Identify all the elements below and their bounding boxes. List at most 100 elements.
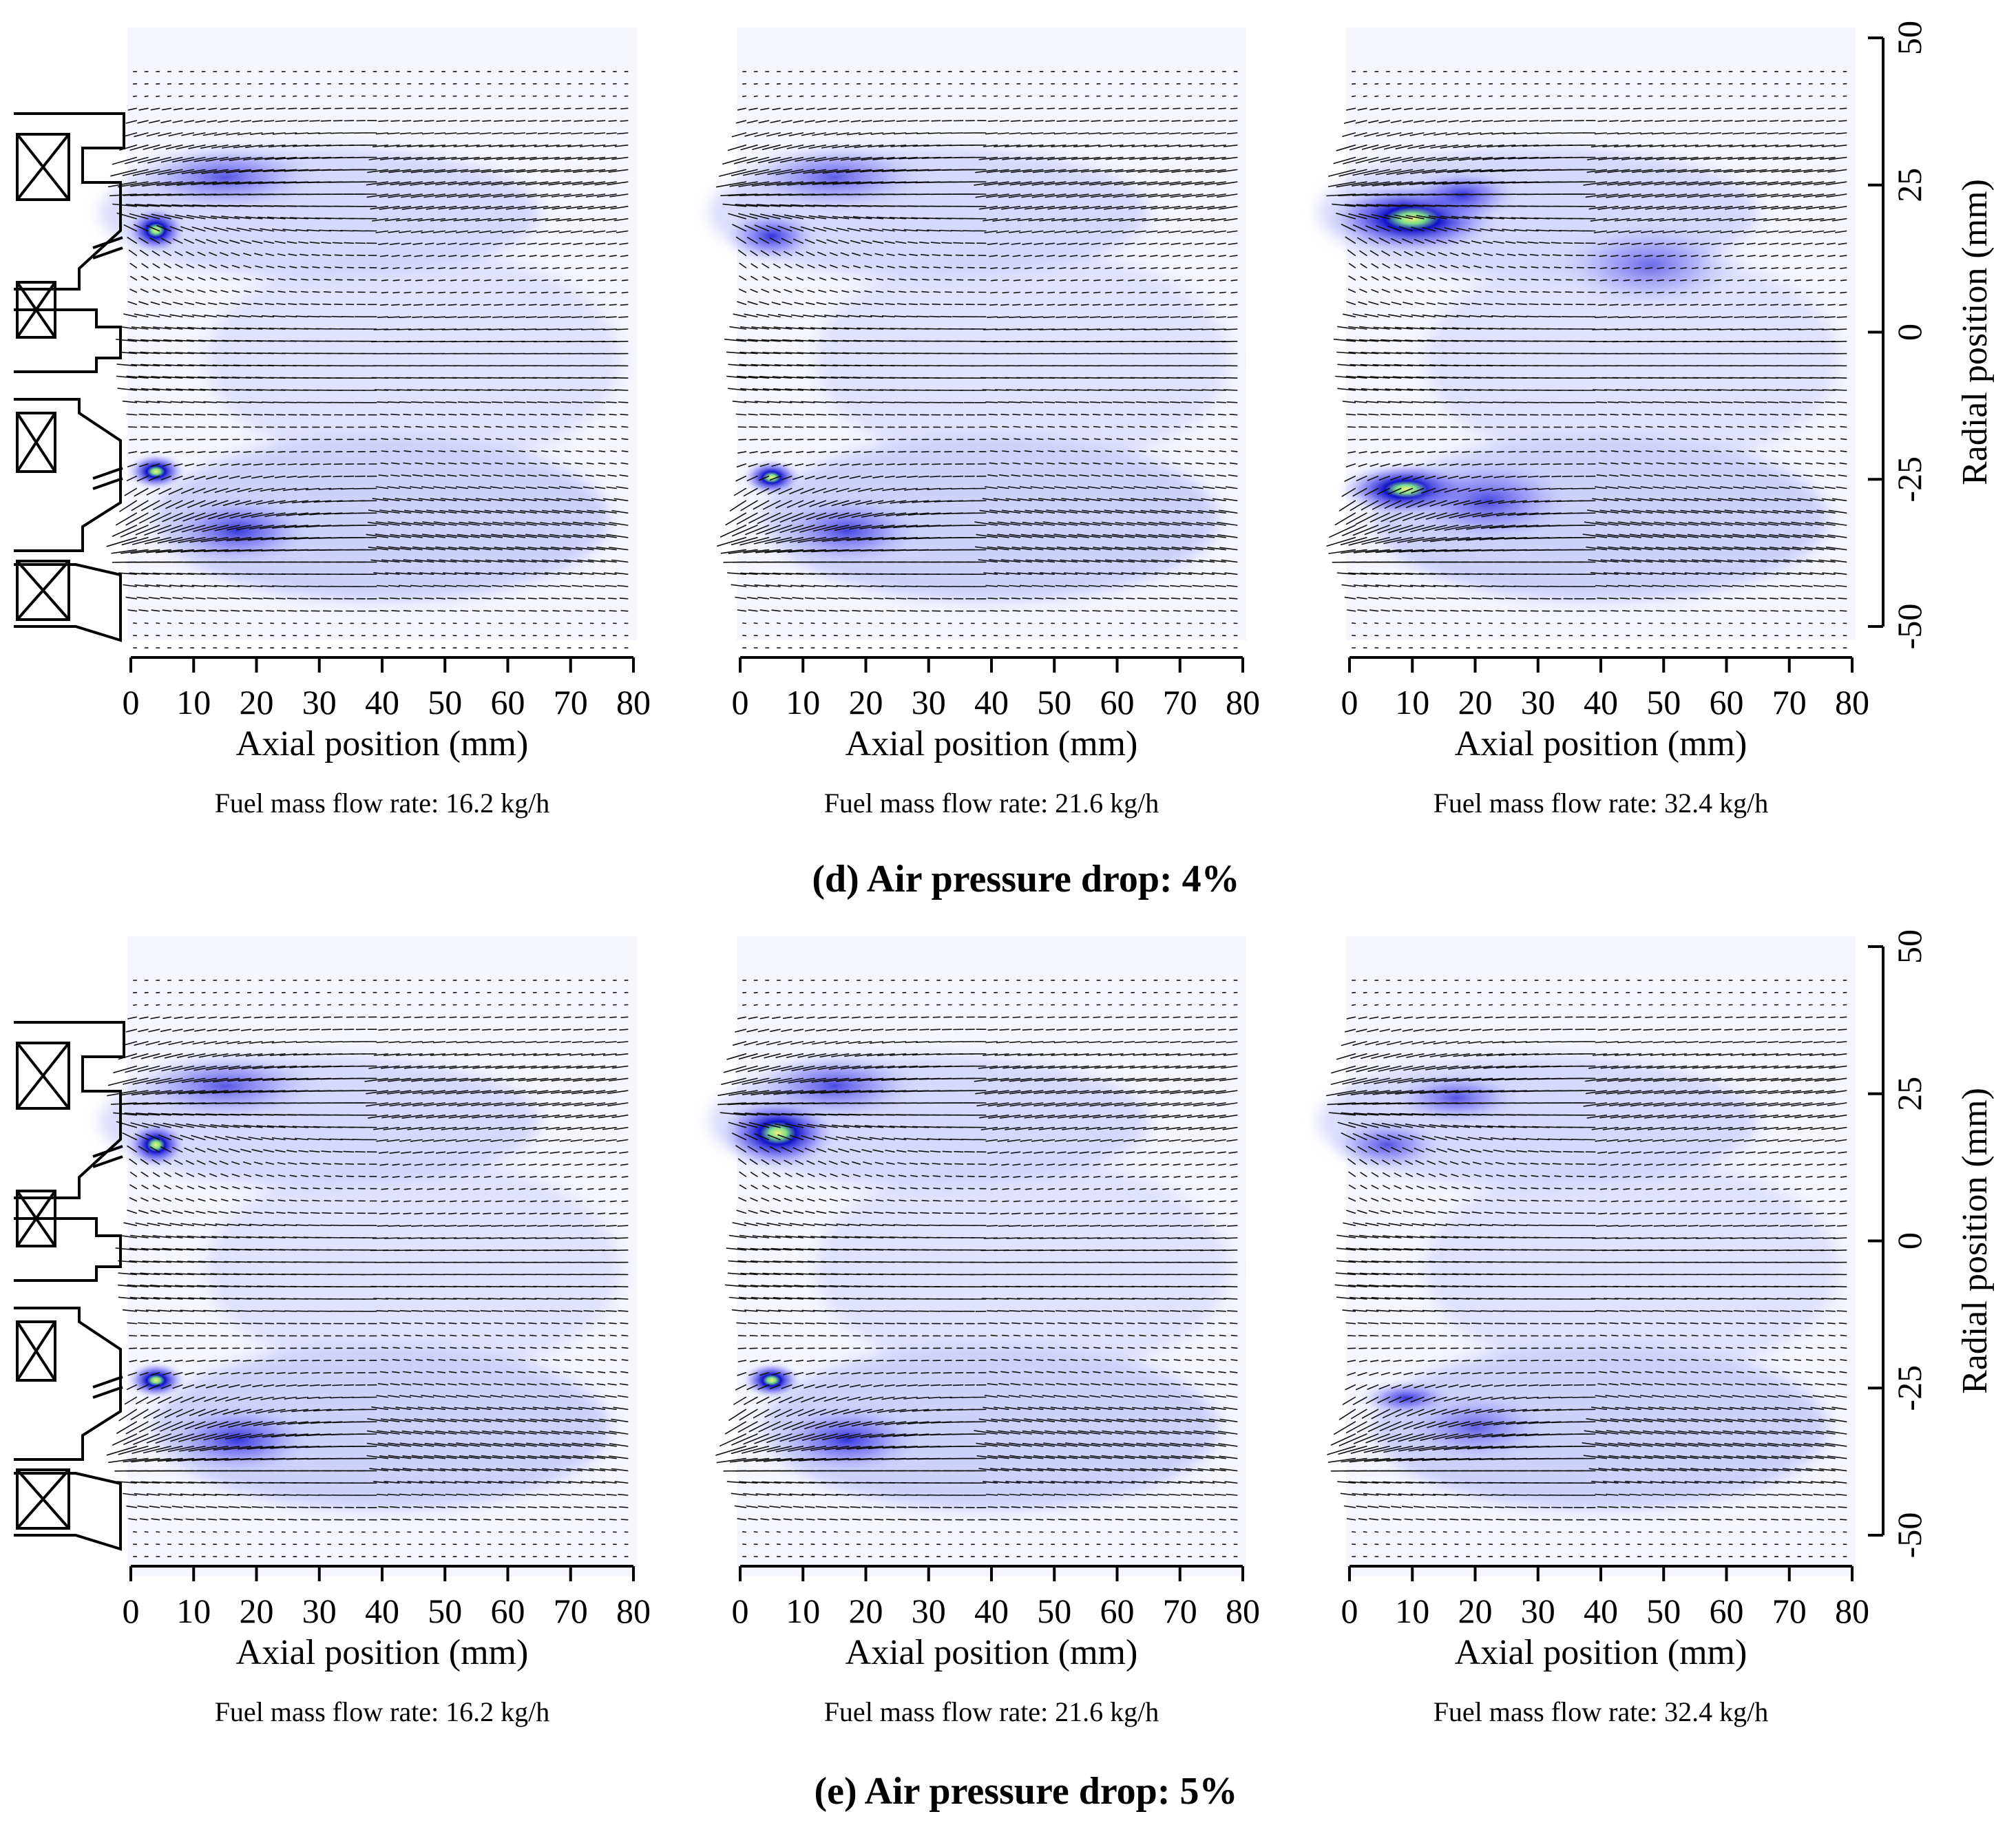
velocity-arrow bbox=[1341, 224, 1356, 232]
velocity-arrow bbox=[1358, 451, 1367, 454]
velocity-arrow bbox=[163, 263, 171, 268]
velocity-arrow bbox=[868, 536, 895, 541]
velocity-arrow bbox=[1054, 486, 1067, 489]
velocity-arrow bbox=[551, 193, 571, 198]
velocity-arrow bbox=[294, 487, 309, 491]
velocity-arrow bbox=[772, 251, 781, 256]
velocity-arrow bbox=[1102, 193, 1124, 198]
velocity-arrow bbox=[164, 214, 183, 220]
velocity-arrow bbox=[150, 107, 160, 111]
velocity-arrow bbox=[169, 314, 183, 318]
velocity-arrow bbox=[434, 169, 457, 173]
velocity-arrow bbox=[465, 328, 480, 330]
velocity-arrow bbox=[1444, 525, 1470, 531]
velocity-arrow bbox=[1161, 462, 1169, 465]
velocity-arrow bbox=[1002, 279, 1009, 282]
velocity-arrow bbox=[744, 132, 758, 137]
velocity-arrow bbox=[896, 120, 907, 123]
velocity-arrow bbox=[1337, 363, 1356, 367]
velocity-arrow bbox=[779, 204, 804, 207]
velocity-arrow bbox=[1410, 169, 1436, 174]
velocity-arrow bbox=[160, 597, 171, 600]
velocity-arrow bbox=[213, 132, 229, 136]
velocity-arrow bbox=[594, 401, 606, 403]
velocity-arrow bbox=[1206, 413, 1215, 416]
velocity-arrow bbox=[737, 609, 747, 612]
velocity-arrow bbox=[1419, 364, 1436, 367]
velocity-arrow bbox=[828, 414, 838, 416]
velocity-arrow bbox=[919, 512, 941, 516]
velocity-arrow bbox=[1195, 193, 1215, 198]
velocity-arrow bbox=[279, 500, 297, 504]
velocity-arrow bbox=[275, 120, 286, 123]
velocity-arrow bbox=[1184, 462, 1193, 465]
velocity-arrow bbox=[1126, 304, 1135, 306]
velocity-arrow bbox=[481, 169, 503, 173]
velocity-arrow bbox=[459, 521, 480, 526]
velocity-arrow bbox=[1195, 255, 1204, 257]
velocity-arrow bbox=[859, 401, 872, 403]
velocity-arrow bbox=[1221, 559, 1238, 563]
velocity-arrow bbox=[1148, 120, 1158, 122]
velocity-arrow bbox=[207, 512, 229, 520]
velocity-arrow bbox=[1182, 598, 1193, 600]
velocity-arrow bbox=[999, 242, 1009, 245]
velocity-arrow bbox=[484, 425, 492, 428]
velocity-arrow bbox=[176, 572, 195, 576]
velocity-arrow bbox=[771, 609, 781, 612]
velocity-arrow bbox=[393, 156, 412, 160]
velocity-arrow bbox=[843, 327, 861, 330]
velocity-arrow bbox=[289, 266, 297, 268]
velocity-arrow bbox=[305, 487, 320, 491]
velocity-arrow bbox=[120, 549, 149, 554]
velocity-arrow bbox=[447, 169, 469, 173]
velocity-arrow bbox=[1055, 401, 1067, 403]
velocity-arrow bbox=[997, 584, 1009, 587]
velocity-arrow bbox=[1082, 559, 1101, 563]
velocity-arrow bbox=[1014, 205, 1032, 210]
velocity-arrow bbox=[750, 250, 758, 256]
velocity-arrow bbox=[1411, 401, 1425, 403]
velocity-arrow bbox=[870, 181, 895, 184]
velocity-arrow bbox=[507, 156, 526, 160]
velocity-arrow bbox=[400, 546, 423, 551]
velocity-arrow bbox=[751, 326, 770, 330]
velocity-arrow bbox=[805, 414, 815, 416]
velocity-arrow bbox=[1167, 572, 1181, 576]
velocity-arrow bbox=[309, 120, 320, 122]
velocity-arrow bbox=[1371, 276, 1379, 281]
velocity-arrow bbox=[621, 279, 629, 282]
velocity-arrow bbox=[1142, 218, 1158, 222]
velocity-arrow bbox=[861, 597, 872, 600]
velocity-arrow bbox=[753, 622, 758, 624]
velocity-arrow bbox=[1159, 120, 1169, 122]
velocity-arrow bbox=[298, 512, 320, 516]
velocity-arrow bbox=[890, 145, 907, 147]
velocity-arrow bbox=[287, 120, 297, 122]
velocity-arrow bbox=[145, 169, 171, 176]
velocity-arrow bbox=[1172, 304, 1181, 306]
velocity-arrow bbox=[1405, 376, 1425, 379]
velocity-arrow bbox=[1125, 474, 1135, 477]
velocity-arrow bbox=[580, 328, 594, 330]
velocity-arrow bbox=[759, 463, 770, 467]
velocity-arrow bbox=[945, 291, 952, 293]
velocity-arrow bbox=[1115, 462, 1124, 465]
velocity-arrow bbox=[1403, 413, 1414, 416]
velocity-arrow bbox=[1390, 475, 1402, 481]
velocity-arrow bbox=[335, 291, 343, 293]
velocity-arrow bbox=[1082, 279, 1089, 282]
velocity-arrow bbox=[127, 609, 138, 612]
velocity-arrow bbox=[254, 156, 275, 160]
velocity-arrow bbox=[242, 253, 252, 256]
velocity-arrow bbox=[1399, 487, 1414, 494]
velocity-arrow bbox=[430, 218, 446, 222]
x-axis-title: Axial position (mm) bbox=[236, 724, 529, 763]
velocity-arrow bbox=[321, 242, 332, 244]
velocity-arrow bbox=[148, 475, 160, 481]
velocity-arrow bbox=[820, 364, 838, 367]
velocity-arrow bbox=[1427, 264, 1436, 268]
velocity-arrow bbox=[467, 230, 480, 233]
velocity-arrow bbox=[798, 326, 815, 330]
velocity-arrow bbox=[749, 572, 770, 576]
